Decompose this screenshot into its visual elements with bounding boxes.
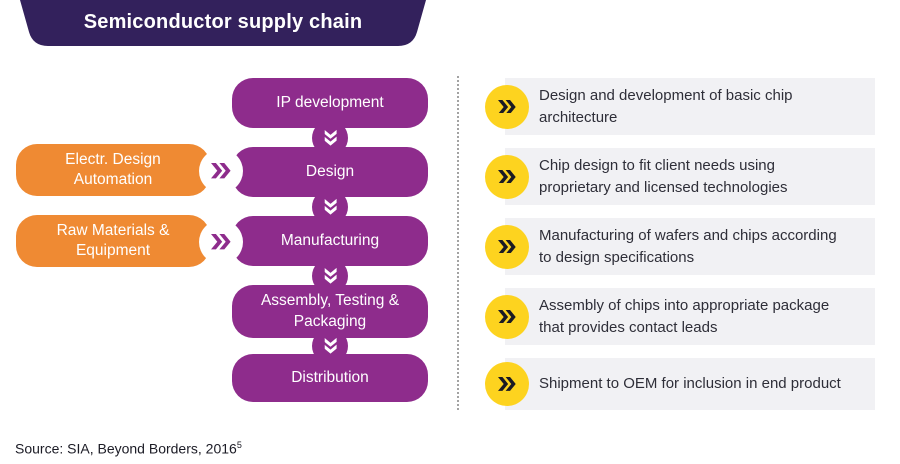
description-panel — [505, 78, 875, 135]
description-row: Manufacturing of wafers and chips accord… — [485, 218, 877, 275]
double-chevron-right-icon — [210, 163, 231, 179]
description-row: Assembly of chips into appropriate packa… — [485, 288, 877, 345]
step-label: Assembly, Testing & Packaging — [260, 292, 400, 330]
source-citation: Source: SIA, Beyond Borders, 20165 — [15, 440, 242, 457]
flow-connector-right — [199, 220, 243, 264]
bullet-badge — [485, 362, 529, 406]
step-label: Manufacturing — [280, 231, 380, 249]
double-chevron-down-icon — [323, 337, 337, 354]
step-box-ip-development: IP development — [232, 78, 428, 128]
input-box-electronic-design-automation: Electr. Design Automation — [16, 144, 210, 196]
step-label: Design — [305, 162, 355, 180]
description-text: Manufacturing of wafers and chips accord… — [539, 227, 837, 266]
step-label: Distribution — [291, 368, 369, 386]
double-chevron-right-icon — [210, 234, 231, 250]
description-panel — [505, 288, 875, 345]
double-chevron-right-icon — [497, 99, 516, 114]
description-row: Shipment to OEM for inclusion in end pro… — [485, 358, 877, 410]
description-text: Shipment to OEM for inclusion in end pro… — [539, 375, 841, 393]
flow-connector-down — [312, 328, 348, 364]
bullet-badge — [485, 294, 529, 339]
double-chevron-down-icon — [323, 129, 337, 146]
source-note-ref: 5 — [236, 440, 242, 450]
step-label: IP development — [276, 93, 384, 111]
bullet-badge — [485, 224, 529, 269]
input-label: Raw Materials & Equipment — [56, 221, 170, 259]
double-chevron-down-icon — [323, 198, 337, 215]
description-text: Design and development of basic chip arc… — [539, 87, 793, 126]
flow-connector-down — [312, 120, 348, 156]
double-chevron-right-icon — [497, 377, 516, 391]
dotted-divider — [457, 76, 459, 410]
flow-connector-right — [199, 149, 243, 193]
input-box-raw-materials-equipment: Raw Materials & Equipment — [16, 215, 210, 267]
input-label: Electr. Design Automation — [65, 150, 161, 188]
double-chevron-right-icon — [497, 239, 516, 254]
description-row: Chip design to fit client needs using pr… — [485, 148, 877, 205]
flow-connector-down — [312, 189, 348, 225]
description-text: Assembly of chips into appropriate packa… — [539, 297, 830, 336]
bullet-badge — [485, 84, 529, 129]
flow-connector-down — [312, 258, 348, 294]
page-title: Semiconductor supply chain — [83, 10, 363, 33]
double-chevron-down-icon — [323, 267, 337, 284]
double-chevron-right-icon — [497, 169, 516, 184]
description-panel — [505, 148, 875, 205]
description-text: Chip design to fit client needs using pr… — [539, 157, 788, 196]
source-text: Source: SIA, Beyond Borders, 2016 — [15, 440, 237, 457]
description-panel — [505, 218, 875, 275]
double-chevron-right-icon — [497, 309, 516, 324]
bullet-badge — [485, 154, 529, 199]
description-row: Design and development of basic chip arc… — [485, 78, 877, 135]
description-panel — [505, 358, 875, 410]
title-banner-shape — [20, 0, 426, 46]
